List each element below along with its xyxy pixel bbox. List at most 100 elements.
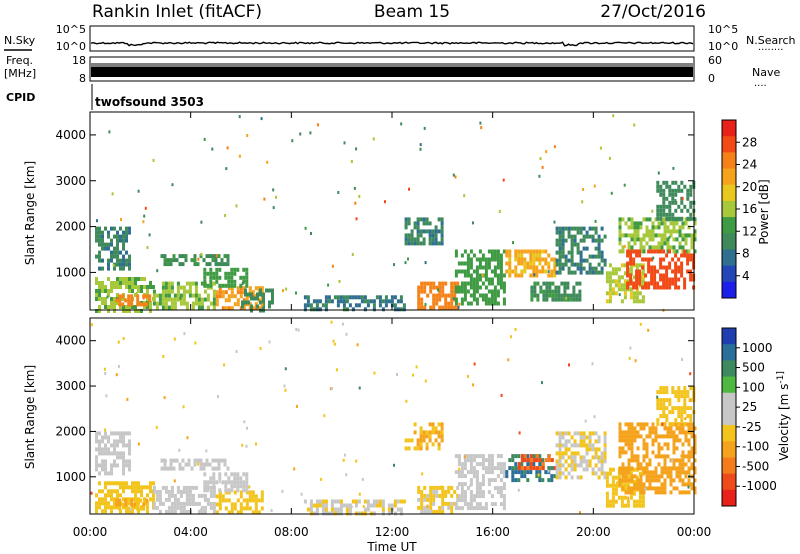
data-cell (218, 294, 222, 299)
data-cell (104, 431, 107, 436)
data-cell (160, 254, 164, 259)
data-cell (161, 293, 165, 298)
data-cell (560, 293, 564, 298)
data-cell (366, 499, 370, 504)
data-cell (260, 117, 263, 121)
data-cell (564, 447, 568, 452)
data-cell (487, 470, 491, 475)
data-cell (545, 285, 549, 290)
data-cell (259, 300, 262, 305)
data-cell (579, 455, 583, 460)
data-cell (203, 297, 207, 302)
data-cell (517, 273, 521, 278)
data-cell (282, 289, 284, 293)
data-cell (588, 226, 592, 231)
data-cell (122, 238, 125, 243)
data-cell (654, 454, 658, 459)
data-cell (683, 249, 687, 254)
data-cell (238, 115, 241, 119)
data-cell (689, 253, 693, 258)
data-cell (101, 266, 104, 271)
data-cell (576, 226, 580, 231)
data-cell (618, 237, 622, 242)
data-cell (372, 303, 376, 308)
data-cell (404, 224, 407, 228)
data-cell (561, 435, 565, 440)
data-cell (320, 477, 323, 481)
data-cell (197, 301, 201, 306)
data-cell (505, 474, 509, 479)
data-cell (98, 463, 101, 468)
data-cell (539, 157, 542, 161)
frequency-series (91, 67, 693, 77)
data-cell (452, 297, 455, 301)
data-cell (366, 507, 370, 512)
data-cell (336, 299, 340, 304)
data-cell (95, 505, 98, 510)
data-cell (651, 474, 655, 479)
data-cell (555, 443, 559, 448)
data-cell (648, 237, 652, 242)
data-cell (469, 273, 473, 278)
data-cell (95, 281, 98, 285)
data-cell (644, 257, 648, 262)
data-cell (526, 265, 530, 270)
data-cell (113, 305, 116, 309)
data-cell (490, 301, 494, 306)
data-cell (633, 221, 637, 226)
data-cell (211, 147, 214, 151)
data-cell (505, 253, 509, 258)
data-cell (660, 466, 664, 471)
data-cell (573, 226, 577, 231)
data-cell (463, 482, 467, 487)
data-cell (110, 497, 113, 502)
data-cell (469, 462, 473, 467)
data-cell (617, 283, 621, 288)
data-cell (128, 305, 131, 309)
data-cell (245, 484, 249, 489)
data-cell (665, 180, 669, 185)
data-cell (422, 229, 426, 234)
data-cell (683, 402, 687, 407)
data-cell (212, 275, 216, 280)
data-cell (657, 486, 661, 491)
data-cell (125, 481, 128, 486)
data-cell (662, 386, 666, 391)
data-cell (487, 301, 491, 306)
data-cell (363, 295, 367, 300)
data-cell (342, 458, 345, 462)
data-cell (425, 442, 429, 447)
data-cell (107, 246, 110, 251)
data-cell (600, 254, 604, 259)
data-cell (191, 281, 195, 286)
data-cell (575, 281, 579, 286)
y-tick-label: 1000 (55, 470, 86, 484)
data-cell (438, 285, 442, 290)
data-cell (671, 406, 675, 411)
data-cell (478, 490, 482, 495)
data-cell (242, 267, 246, 272)
data-cell (662, 212, 666, 217)
data-cell (163, 254, 167, 259)
data-cell (423, 305, 427, 310)
freq-left-tick-top: 18 (72, 54, 86, 67)
data-cell (657, 462, 661, 467)
data-cell (452, 173, 455, 177)
colorbar-tick-label: 12 (742, 224, 757, 238)
data-cell (107, 451, 110, 456)
data-cell (529, 265, 533, 270)
data-cell (119, 481, 122, 486)
data-cell (104, 497, 107, 502)
data-cell (687, 482, 691, 487)
data-cell (624, 478, 628, 483)
data-cell (254, 302, 258, 307)
data-cell (660, 470, 664, 475)
data-cell (178, 262, 182, 267)
data-cell (318, 499, 322, 504)
data-cell (140, 485, 143, 490)
data-cell (148, 294, 152, 299)
data-cell (672, 430, 676, 435)
data-cell (693, 249, 697, 254)
data-cell (212, 509, 216, 514)
data-cell (535, 253, 539, 258)
